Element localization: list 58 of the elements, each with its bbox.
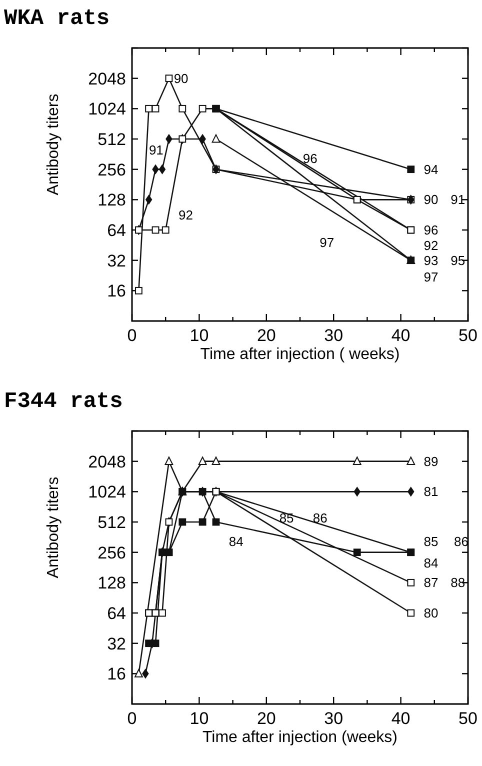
- annotation: 90: [174, 70, 188, 86]
- annotation: 86: [312, 510, 328, 526]
- x-tick-label: 0: [127, 326, 137, 345]
- annotation: 84: [424, 556, 438, 571]
- x-axis-title: Time after injection ( weeks): [200, 346, 400, 363]
- x-tick-label: 0: [127, 709, 137, 728]
- x-axis-title: Time after injection (weeks): [202, 729, 398, 746]
- annotation: 90: [424, 192, 438, 208]
- y-tick-label: 1024: [88, 482, 126, 502]
- annotation: 84: [228, 534, 244, 549]
- y-tick-label: 2048: [88, 69, 126, 88]
- y-tick-label: 64: [107, 220, 126, 240]
- y-tick-label: 32: [107, 251, 126, 270]
- annotation: 85: [279, 510, 294, 526]
- annotation: 80: [424, 606, 438, 621]
- x-tick-label: 20: [256, 326, 276, 345]
- x-tick-label: 40: [391, 326, 410, 345]
- annotation: 89: [424, 454, 438, 469]
- y-tick-label: 64: [107, 604, 126, 623]
- y-axis-title: Antibody titers: [45, 94, 62, 196]
- annotation: 97: [320, 235, 334, 250]
- annotation: 96: [302, 150, 318, 166]
- annotation: 91: [148, 142, 164, 158]
- annotation: 93: [424, 252, 438, 268]
- y-tick-label: 2048: [88, 452, 126, 472]
- x-tick-label: 10: [190, 709, 209, 728]
- x-tick-label: 50: [458, 326, 478, 345]
- y-axis-title: Antibody titers: [45, 476, 62, 578]
- y-tick-label: 512: [98, 512, 126, 532]
- y-tick-label: 256: [98, 543, 126, 562]
- chart-title: WKA rats: [4, 6, 110, 31]
- chart-title: F344 rats: [4, 389, 123, 414]
- x-tick-label: 10: [190, 326, 209, 345]
- y-tick-label: 32: [107, 634, 126, 654]
- y-tick-label: 256: [98, 160, 126, 180]
- annotation: 86: [454, 534, 469, 549]
- x-tick-label: 50: [458, 709, 478, 728]
- annotation: 92: [178, 208, 193, 223]
- y-tick-label: 128: [98, 574, 126, 593]
- annotation: 88: [450, 575, 466, 590]
- annotation: 94: [424, 162, 438, 177]
- x-tick-label: 40: [391, 709, 410, 728]
- y-tick-label: 512: [98, 130, 126, 149]
- annotation: 92: [424, 238, 438, 253]
- annotation: 95: [450, 252, 466, 268]
- annotation: 96: [424, 222, 438, 238]
- x-tick-label: 30: [324, 709, 344, 728]
- annotation: 81: [424, 484, 438, 500]
- x-tick-label: 30: [324, 326, 344, 345]
- x-tick-label: 20: [256, 709, 276, 728]
- y-tick-label: 1024: [88, 100, 126, 119]
- annotation: 85: [424, 534, 438, 549]
- y-tick-label: 16: [107, 664, 126, 684]
- annotation: 87: [424, 575, 438, 590]
- annotation: 97: [424, 269, 438, 284]
- y-tick-label: 16: [107, 282, 126, 301]
- annotation: 91: [450, 192, 466, 208]
- y-tick-label: 128: [98, 190, 126, 210]
